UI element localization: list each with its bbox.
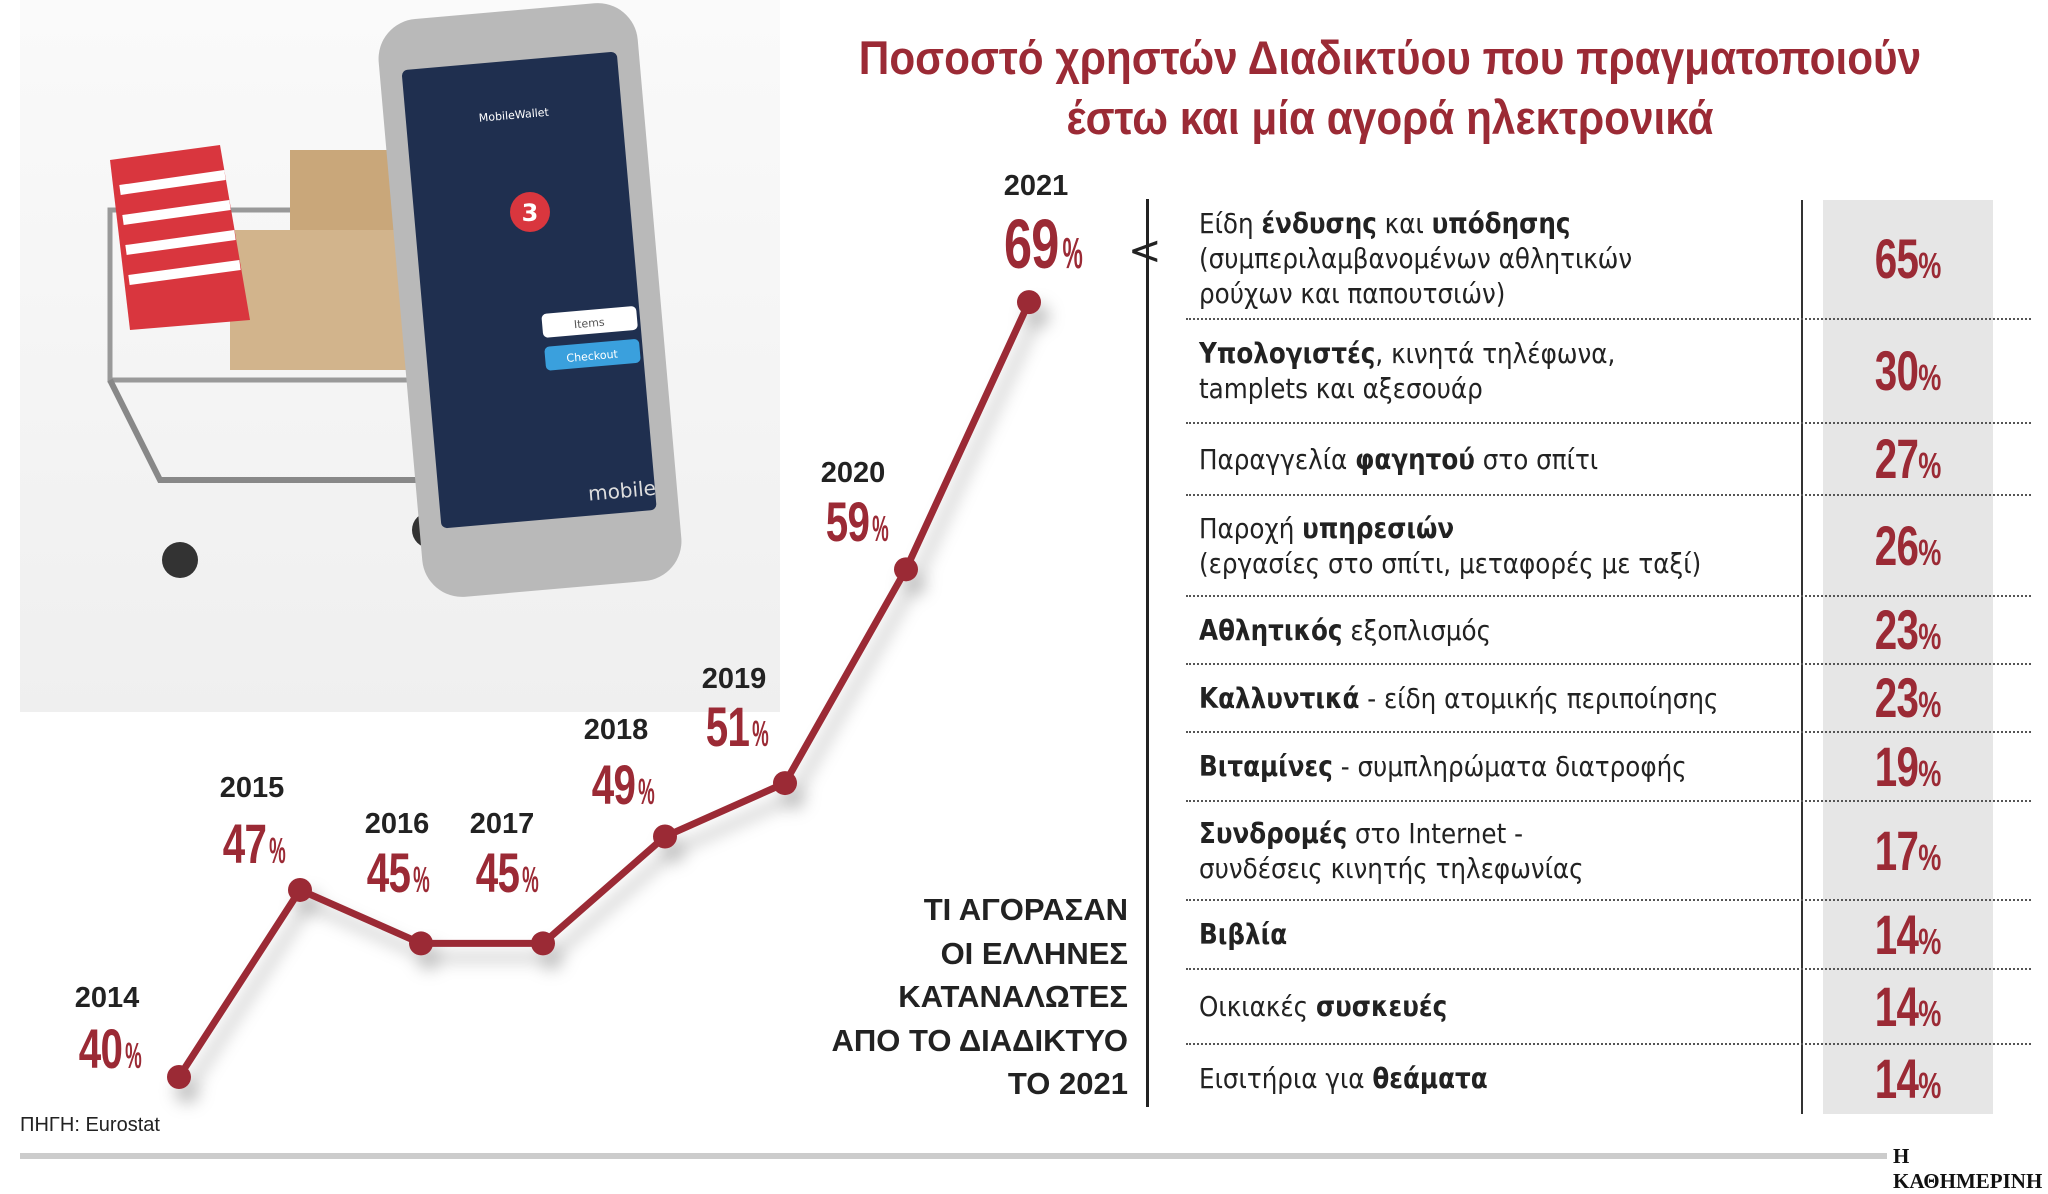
category-label: Είδη ένδυσης και υπόδησης (συμπεριλαμβανο… <box>1199 207 1633 310</box>
category-value: 27% <box>1875 427 1941 490</box>
shopping-cart-phone-photo: MobileWallet 3 Items Checkout mobile <box>20 0 780 712</box>
value-label: 45% <box>476 841 539 904</box>
data-point <box>531 931 555 956</box>
brand-logo: Η ΚΑΘΗΜΕΡΙΝΗ <box>1893 1144 2043 1193</box>
year-label: 2020 <box>820 457 886 489</box>
table-row: Παροχή υπηρεσιών (εργασίες στο σπίτι, μετ… <box>1186 496 2031 597</box>
category-value: 17% <box>1875 818 1941 882</box>
category-label: Οικιακές συσκευές <box>1199 990 1448 1023</box>
svg-text:MobileWallet: MobileWallet <box>478 106 550 125</box>
year-label: 2014 <box>74 982 140 1014</box>
data-point <box>167 1065 191 1089</box>
data-point <box>653 824 677 849</box>
title-line-1: Ποσοστό χρηστών Διαδικτύου που πραγματοπ… <box>858 31 1922 84</box>
data-point <box>409 931 433 956</box>
category-value: 65% <box>1875 226 1941 290</box>
caption-line: ΑΠΟ ΤΟ ΔΙΑΔΙΚΤΥΟ <box>831 1022 1128 1058</box>
category-label: Βιταμίνες - συμπληρώματα διατροφής <box>1199 750 1687 783</box>
table-row: Συνδρομές στο Internet - συνδέσεις κινητή… <box>1186 802 2031 901</box>
category-label: Παραγγελία φαγητού στο σπίτι <box>1199 442 1599 476</box>
category-label: Εισιτήρια για θεάματα <box>1199 1062 1488 1095</box>
svg-text:mobile: mobile <box>587 476 657 506</box>
category-value: 14% <box>1875 902 1941 966</box>
year-label: 2015 <box>219 772 285 804</box>
category-value: 23% <box>1875 666 1941 729</box>
data-point <box>1017 290 1041 315</box>
caption-line: ΟΙ ΕΛΛΗΝΕΣ <box>940 935 1128 971</box>
svg-text:3: 3 <box>522 199 539 227</box>
table-row: Βιβλία 14% <box>1186 901 2031 970</box>
category-label: Καλλυντικά - είδη ατομικής περιποίησης <box>1199 681 1719 715</box>
year-label: 2021 <box>1003 170 1069 202</box>
value-label: 59% <box>826 490 889 553</box>
table-row: Αθλητικός εξοπλισμός 23% <box>1186 597 2031 665</box>
chart-title: Ποσοστό χρηστών Διαδικτύου που πραγματοπ… <box>823 28 1957 148</box>
table-row: Οικιακές συσκευές 14% <box>1186 970 2031 1045</box>
value-label: 69% <box>1003 205 1083 283</box>
table-row: Παραγγελία φαγητού στο σπίτι 27% <box>1186 424 2031 496</box>
category-label: Βιβλία <box>1199 918 1288 951</box>
table-row: Εισιτήρια για θεάματα 14% <box>1186 1045 2031 1112</box>
bracket-pointer-icon: < <box>1128 228 1162 274</box>
value-label: 51% <box>706 695 769 758</box>
value-label: 49% <box>592 753 655 816</box>
category-label: Αθλητικός εξοπλισμός <box>1199 613 1492 647</box>
separator-line <box>1146 199 1149 1107</box>
category-value: 26% <box>1875 513 1941 577</box>
series-line <box>176 300 1033 1079</box>
category-value: 14% <box>1875 1046 1941 1110</box>
category-label: Συνδρομές στο Internet - συνδέσεις κινητή… <box>1199 816 1584 885</box>
table-row: Καλλυντικά - είδη ατομικής περιποίησης 23… <box>1186 665 2031 733</box>
smartphone-icon: MobileWallet 3 Items Checkout mobile <box>378 3 682 597</box>
table-row: Υπολογιστές, κινητά τηλέφωνα, tamplets κα… <box>1186 320 2031 424</box>
caption-line: ΤΙ ΑΓΟΡΑΣΑΝ <box>923 892 1128 927</box>
value-label: 45% <box>367 841 430 904</box>
category-value: 30% <box>1875 339 1941 402</box>
source-note: ΠΗΓΗ: Eurostat <box>20 1114 160 1136</box>
value-label: 47% <box>223 812 286 875</box>
column-divider <box>1801 200 1803 1114</box>
value-label: 40% <box>79 1017 142 1080</box>
data-point <box>773 771 797 796</box>
value-column-background <box>1823 200 1993 1114</box>
title-line-2: έστω και μία αγορά ηλεκτρονικά <box>1066 91 1714 144</box>
svg-text:Items: Items <box>573 316 605 332</box>
table-caption: ΤΙ ΑΓΟΡΑΣΑΝ ΟΙ ΕΛΛΗΝΕΣ ΚΑΤΑΝΑΛΩΤΕΣ ΑΠΟ Τ… <box>760 888 1128 1106</box>
year-label: 2017 <box>469 808 535 840</box>
year-label: 2016 <box>364 808 430 840</box>
year-label: 2018 <box>583 714 649 746</box>
table-row: Είδη ένδυσης και υπόδησης (συμπεριλαμβανο… <box>1186 199 2031 320</box>
category-value: 19% <box>1875 734 1941 798</box>
table-row: Βιταμίνες - συμπληρώματα διατροφής 19% <box>1186 733 2031 802</box>
caption-line: ΤΟ 2021 <box>1007 1066 1128 1101</box>
caption-line: ΚΑΤΑΝΑΛΩΤΕΣ <box>898 979 1128 1014</box>
data-point <box>288 877 312 902</box>
category-label: Υπολογιστές, κινητά τηλέφωνα, tamplets κα… <box>1199 337 1616 405</box>
year-label: 2019 <box>701 663 767 695</box>
category-value: 23% <box>1875 598 1941 661</box>
category-label: Παροχή υπηρεσιών (εργασίες στο σπίτι, μετ… <box>1199 511 1702 580</box>
svg-text:Checkout: Checkout <box>566 348 619 365</box>
category-value: 14% <box>1875 974 1941 1038</box>
data-point <box>894 557 918 582</box>
photo-illustration: MobileWallet 3 Items Checkout mobile <box>107 3 682 597</box>
footer-rule <box>20 1153 1887 1159</box>
